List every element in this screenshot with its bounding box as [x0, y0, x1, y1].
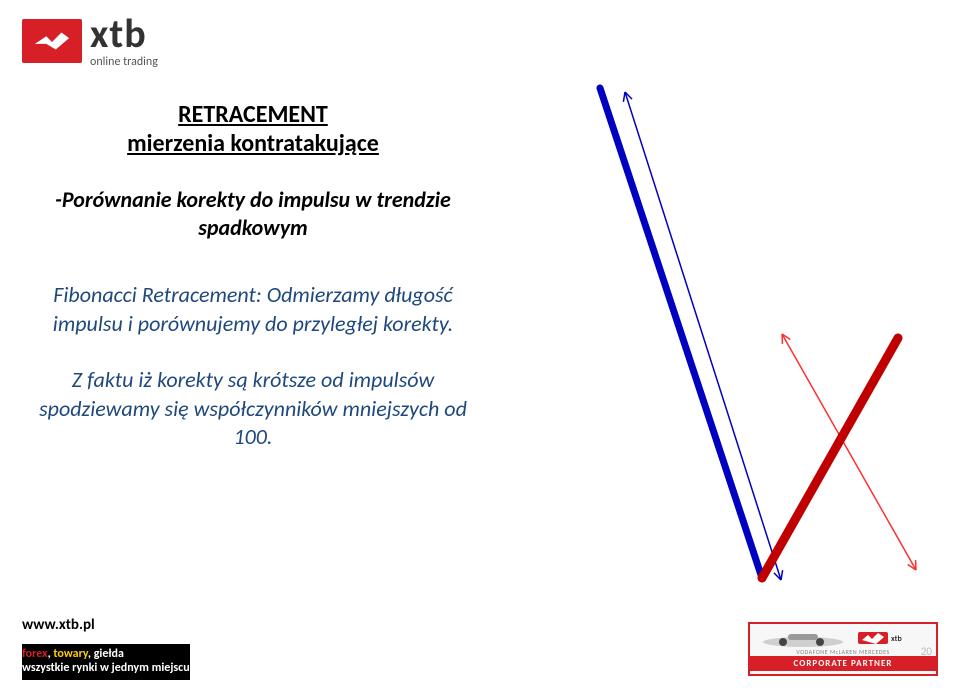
footer: www.xtb.pl forex, towary, giełda wszystk… [22, 616, 938, 676]
logo-block: xtb online trading [22, 14, 158, 68]
trend-diagram [510, 80, 940, 600]
content-block: RETRACEMENT mierzenia kontratakujące -Po… [38, 100, 468, 452]
subtitle: -Porównanie korekty do impulsu w trendzi… [38, 186, 468, 241]
body-paragraph-2: Z faktu iż korekty są krótsze od impulsó… [28, 366, 478, 452]
tag-gielda: giełda [94, 647, 124, 661]
tag-towary: towary [53, 647, 87, 661]
svg-text:xtb: xtb [891, 634, 902, 644]
page-number: 20 [921, 645, 932, 658]
heading: RETRACEMENT mierzenia kontratakujące [38, 100, 468, 158]
heading-line1: RETRACEMENT [38, 100, 468, 129]
tagline: forex, towary, giełda wszystkie rynki w … [22, 644, 190, 680]
heading-line2: mierzenia kontratakujące [38, 129, 468, 158]
partner-strip: CORPORATE PARTNER [750, 656, 936, 671]
partner-car-icon: xtb [758, 628, 928, 648]
logo-bird-icon [33, 26, 71, 56]
impulse-down [600, 88, 762, 578]
logo-text: xtb online trading [90, 14, 158, 68]
correction-up [762, 338, 898, 578]
impulse-arrow [625, 92, 781, 580]
logo-mark [22, 19, 82, 63]
logo-brand: xtb [90, 14, 158, 54]
tag-forex: forex [22, 647, 48, 661]
tagline-2: wszystkie rynki w jednym miejscu [22, 662, 190, 676]
logo-sub: online trading [90, 56, 158, 68]
partner-top-text: VODAFONE McLAREN MERCEDES [796, 648, 890, 656]
correction-arrow [782, 334, 916, 570]
partner-badge: xtb VODAFONE McLAREN MERCEDES CORPORATE … [748, 622, 938, 676]
body-paragraph-1: Fibonacci Retracement: Odmierzamy długoś… [38, 281, 468, 338]
